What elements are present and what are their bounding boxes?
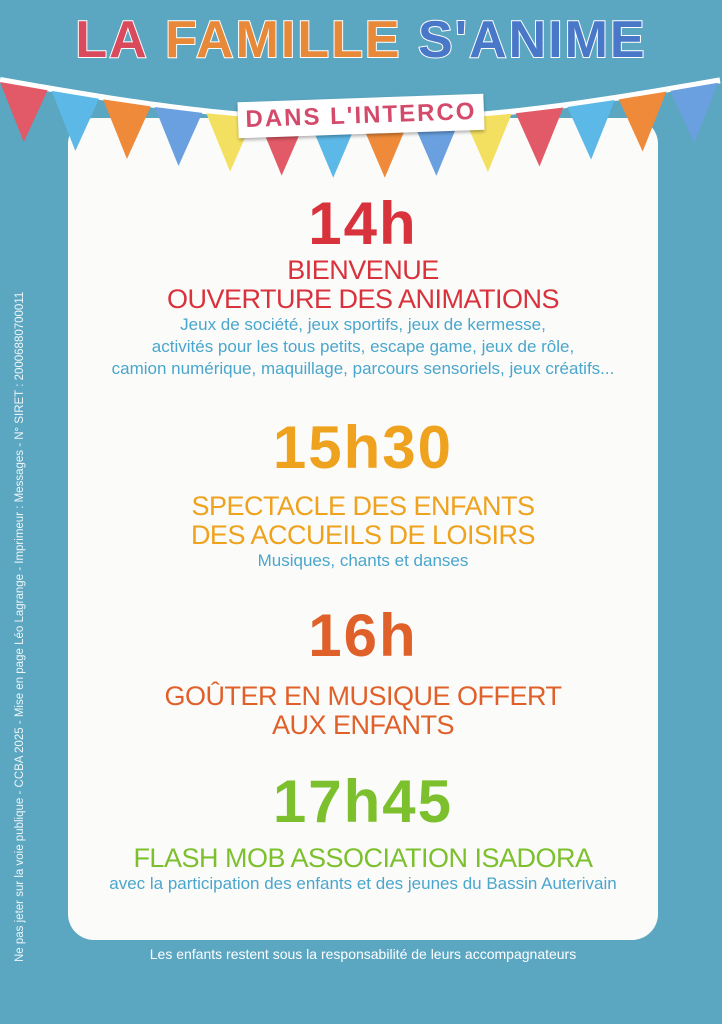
description-line: activités pour les tous petits, escape g… xyxy=(151,337,575,356)
schedule-item-16h: 16h GOÛTER EN MUSIQUE OFFERT AUX ENFANTS xyxy=(68,604,658,740)
heading-line: BIENVENUE xyxy=(287,255,439,285)
bunting-flag xyxy=(154,106,203,167)
bunting-flag xyxy=(51,90,100,151)
bunting-flag xyxy=(412,118,461,176)
bunting-flag xyxy=(618,91,667,152)
title-word-la: LA xyxy=(74,10,149,70)
heading-line: AUX ENFANTS xyxy=(271,710,455,740)
title-word-sanime: S'ANIME xyxy=(417,10,647,70)
footer-note: Les enfants restent sous la responsabili… xyxy=(149,946,577,962)
time-label: 15h30 xyxy=(272,414,454,481)
schedule-item-17h45: 17h45 FLASH MOB ASSOCIATION ISADORA avec… xyxy=(68,770,658,895)
description-line: camion numérique, maquillage, parcours s… xyxy=(111,359,615,378)
time-label: 14h xyxy=(308,190,418,257)
bunting-flag xyxy=(515,107,564,167)
heading-line: FLASH MOB ASSOCIATION ISADORA xyxy=(133,843,593,873)
schedule-item-15h30: 15h30 SPECTACLE DES ENFANTS DES ACCUEILS… xyxy=(68,416,658,572)
description-line: Jeux de société, jeux sportifs, jeux de … xyxy=(180,315,546,334)
heading-line: GOÛTER EN MUSIQUE OFFERT xyxy=(164,681,562,711)
schedule-card xyxy=(68,118,658,940)
heading-line: DES ACCUEILS DE LOISIRS xyxy=(190,520,536,550)
heading-line: SPECTACLE DES ENFANTS xyxy=(191,491,535,521)
bunting-flag xyxy=(567,99,615,160)
legal-notice: Ne pas jeter sur la voie publique - CCBA… xyxy=(14,291,26,962)
time-label: 16h xyxy=(308,602,418,669)
description-line: avec la participation des enfants et des… xyxy=(109,874,617,893)
time-label: 17h45 xyxy=(272,768,454,835)
schedule-item-14h: 14h BIENVENUE OUVERTURE DES ANIMATIONS J… xyxy=(68,192,658,380)
heading-line: OUVERTURE DES ANIMATIONS xyxy=(166,284,560,314)
poster-title: LA FAMILLE S'ANIME xyxy=(0,10,722,70)
title-word-famille: FAMILLE xyxy=(164,10,402,70)
bunting-flag xyxy=(670,82,718,143)
description-line: Musiques, chants et danses xyxy=(257,551,469,570)
bunting-flag xyxy=(103,99,151,159)
bunting-flag xyxy=(361,121,409,178)
bunting-flag xyxy=(0,82,48,143)
